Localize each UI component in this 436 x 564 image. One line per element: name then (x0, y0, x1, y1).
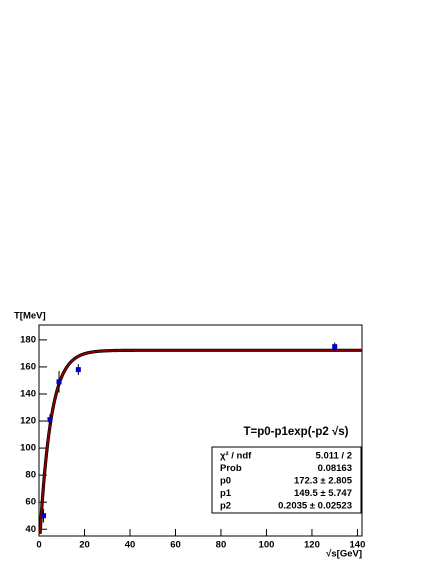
fit-formula: T=p0-p1exp(-p2 √s) (243, 425, 348, 438)
y-tick-label: 140 (20, 388, 36, 399)
stat-value: 0.2035 ± 0.02523 (278, 501, 352, 512)
y-tick-label: 60 (25, 497, 36, 508)
stat-value: 172.3 ± 2.805 (294, 476, 353, 487)
stat-label: χ² / ndf (220, 451, 252, 462)
stat-label: p0 (220, 476, 231, 487)
x-tick-label: 20 (79, 540, 90, 551)
stat-value: 5.011 / 2 (316, 451, 352, 462)
stat-value: 0.08163 (318, 463, 352, 474)
x-tick-label: 100 (259, 540, 275, 551)
y-tick-label: 120 (20, 416, 36, 427)
x-tick-label: 140 (350, 540, 366, 551)
stat-value: 149.5 ± 5.747 (294, 488, 352, 499)
data-point (47, 417, 53, 423)
stat-label: Prob (220, 463, 242, 474)
y-tick-label: 80 (25, 470, 36, 481)
stat-label: p1 (220, 488, 232, 499)
x-tick-label: 60 (170, 540, 181, 551)
y-tick-label: 100 (20, 443, 36, 454)
frame (38, 324, 363, 537)
x-tick-label: 120 (304, 540, 320, 551)
y-tick-label: 160 (20, 361, 36, 372)
stat-box (211, 446, 362, 514)
y-tick-label: 40 (25, 524, 36, 535)
data-point (41, 513, 47, 519)
data-point (56, 379, 62, 385)
data-point (75, 367, 81, 373)
x-tick-label: 80 (216, 540, 227, 551)
fit-curve (39, 349, 362, 534)
y-tick-label: 180 (20, 334, 36, 345)
y-axis-label: T[MeV] (14, 311, 46, 322)
x-tick-label: 40 (125, 540, 136, 551)
x-axis-label: √s[GeV] (326, 549, 362, 560)
data-point (332, 344, 338, 350)
x-tick-label: 0 (36, 540, 41, 551)
stat-label: p2 (220, 501, 231, 512)
